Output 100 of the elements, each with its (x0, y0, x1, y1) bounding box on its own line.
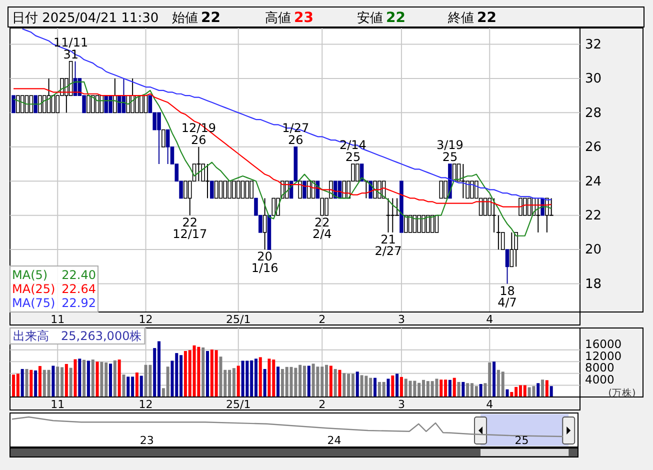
candlestick (204, 164, 210, 199)
chart-title: 日付 2025/04/21 11:30 (12, 11, 159, 26)
candlestick (218, 180, 223, 199)
text: 終値 (447, 11, 474, 26)
candlestick (510, 232, 514, 268)
candlestick (306, 180, 311, 199)
candlestick (245, 180, 250, 199)
x-tick-label: 11 (50, 313, 65, 326)
candlestick (522, 198, 527, 216)
candlestick (404, 214, 408, 233)
candlestick (492, 198, 497, 233)
y-tick-label: 4000 (585, 372, 614, 386)
y-tick-label: 16000 (585, 337, 622, 352)
candlestick (29, 95, 34, 114)
text: 22 (386, 10, 406, 26)
annotation: 11/11 31 (54, 35, 88, 62)
candlestick (214, 180, 218, 199)
candlestick (320, 198, 324, 216)
annotation: 22.92 (62, 296, 96, 310)
x-tick-label: 25 (514, 434, 529, 447)
annotation: 20 1/16 (251, 250, 278, 276)
candlestick (196, 146, 202, 182)
y-tick-label: 32 (585, 37, 602, 52)
candlestick (412, 214, 417, 233)
candlestick (355, 164, 360, 182)
x-tick-label: 23 (140, 434, 154, 447)
candlestick (250, 180, 254, 199)
text: 安値 (357, 10, 383, 26)
y-tick-label: 30 (585, 72, 602, 87)
candlestick (139, 95, 144, 114)
candlestick (20, 95, 24, 114)
candlestick (162, 129, 166, 148)
candlestick (360, 164, 364, 182)
x-tick-label: 11 (50, 398, 65, 411)
candlestick (272, 198, 276, 216)
candlestick (24, 95, 29, 114)
y-tick-label: 8000 (585, 360, 614, 375)
candlestick (434, 214, 439, 233)
candlestick (483, 198, 488, 216)
candlestick (548, 198, 554, 216)
candlestick (460, 164, 466, 199)
candlestick (536, 198, 541, 233)
candlestick (90, 95, 95, 114)
x-tick-label: 12 (138, 313, 153, 326)
candlestick (12, 95, 16, 114)
x-tick-label: 2 (318, 313, 326, 326)
annotation: 18 4/7 (498, 284, 517, 310)
text: 22 (201, 10, 220, 26)
candlestick (34, 95, 38, 114)
candlestick (488, 198, 492, 216)
candlestick (456, 164, 461, 182)
x-tick-label: 25/1 (226, 313, 251, 326)
candlestick (514, 232, 518, 268)
candlestick (386, 198, 391, 233)
candlestick (16, 95, 20, 114)
y-tick-label: 24 (585, 174, 602, 190)
candlestick (95, 95, 100, 114)
candlestick (500, 232, 505, 250)
x-tick-label: 4 (486, 398, 494, 411)
x-tick-label: 24 (327, 434, 342, 447)
y-tick-label: 12000 (585, 348, 622, 363)
candlestick (42, 95, 46, 114)
annotation: 22.64 (62, 282, 96, 296)
candlestick (113, 78, 117, 114)
y-tick-label: 28 (585, 106, 602, 121)
text: MA(75) (12, 296, 56, 310)
text: 22 (477, 10, 496, 26)
chart-title: 出来高 25,263,000株 (13, 329, 142, 343)
text: 23 (294, 10, 314, 26)
candlestick (51, 95, 56, 114)
candlestick (439, 180, 444, 199)
candlestick (240, 180, 245, 199)
candlestick (390, 198, 396, 233)
candlestick (394, 198, 400, 216)
candlestick (408, 214, 412, 233)
y-tick-label: 26 (585, 140, 602, 156)
candlestick (262, 198, 267, 250)
x-tick-label: 3 (398, 313, 405, 326)
annotation: 22 2/4 (312, 215, 332, 241)
candlestick (144, 95, 148, 114)
candlestick (223, 180, 228, 199)
x-tick-label: 4 (486, 313, 494, 326)
x-tick-label: 2 (318, 398, 326, 411)
text: MA(5) (12, 268, 48, 282)
x-tick-label: 3 (398, 398, 405, 411)
candlestick (166, 129, 170, 165)
y-tick-label: 18 (585, 276, 602, 292)
candlestick (527, 198, 532, 216)
text: 高値 (265, 10, 291, 26)
y-tick-label: 22 (585, 208, 602, 224)
candlestick (505, 249, 510, 284)
candlestick (430, 214, 434, 233)
candlestick (302, 180, 306, 199)
y-tick-label: 20 (585, 242, 602, 258)
text: 始値 (172, 11, 198, 26)
y-axis-title: (万株) (608, 387, 636, 399)
candlestick (298, 180, 302, 199)
annotation: 22.40 (62, 268, 96, 282)
text: MA(25) (12, 282, 56, 296)
annotation: 3/19 25 (436, 138, 464, 164)
